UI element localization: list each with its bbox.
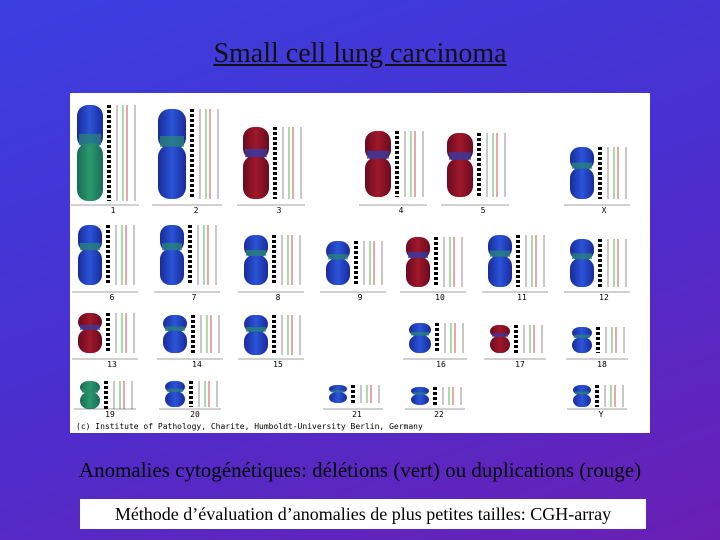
- chromosome-label: 21: [352, 410, 362, 419]
- chromosome-arm: [244, 255, 268, 285]
- chromosome-label: 8: [276, 293, 281, 302]
- chromosome-band: [80, 243, 100, 251]
- chromosome-arm: [447, 158, 473, 197]
- chromosome-arm: [80, 392, 100, 409]
- caption: Anomalies cytogénétiques: délétions (ver…: [78, 458, 642, 482]
- chromosome-band: [245, 148, 267, 158]
- chromosome-arm: [243, 155, 269, 199]
- chromosome-label: 15: [273, 360, 283, 369]
- chromosome-label: 6: [110, 293, 115, 302]
- chromosome-band: [246, 327, 266, 332]
- chromosome-arm: [78, 249, 102, 285]
- chromosome-arm: [490, 336, 510, 353]
- chromosome-arm: [488, 255, 512, 287]
- chromosome-label: 4: [399, 206, 404, 215]
- chromosome-band: [411, 332, 429, 336]
- chromosome-label: 18: [597, 360, 607, 369]
- chromosome-arm: [165, 391, 185, 407]
- chromosome-arm: [77, 143, 103, 201]
- slide-title: Small cell lung carcinoma: [213, 38, 507, 69]
- chromosome-band: [162, 243, 182, 251]
- image-background: [70, 93, 650, 433]
- chromosome-label: 3: [277, 206, 282, 215]
- chromosome-arm: [78, 329, 102, 353]
- chromosome-arm: [244, 331, 268, 355]
- chromosome-band: [82, 389, 98, 393]
- chromosome-label: 13: [107, 360, 117, 369]
- karyotype-image: (c) Institute of Pathology, Charite, Hum…: [70, 93, 650, 433]
- chromosome-band: [167, 388, 183, 392]
- chromosome-arm: [163, 330, 187, 353]
- chromosome-band: [572, 253, 592, 260]
- chromosome-label: 11: [517, 293, 527, 302]
- chromosome-label: 7: [192, 293, 197, 302]
- chromosome-arm: [572, 337, 592, 353]
- chromosome-label: 20: [190, 410, 200, 419]
- chromosome-arm: [158, 145, 186, 199]
- chromosome-arm: [326, 258, 350, 285]
- chromosome-arm: [406, 257, 430, 287]
- chromosome-arm: [573, 393, 591, 407]
- chromosome-band: [575, 391, 589, 395]
- chromosome-label: 14: [192, 360, 202, 369]
- chromosome-band: [490, 250, 510, 257]
- method-note: Méthode d’évaluation d’anomalies de plus…: [80, 499, 646, 529]
- chromosome-arm: [365, 157, 391, 197]
- chromosome-band: [408, 252, 428, 258]
- chromosome-label: 1: [111, 206, 116, 215]
- chromosome-label: 10: [435, 293, 445, 302]
- chromosome-arm: [160, 249, 184, 285]
- chromosome-band: [328, 254, 348, 260]
- chromosome-band: [160, 136, 184, 147]
- chromosome-label: Y: [599, 410, 604, 419]
- chromosome-band: [165, 326, 185, 331]
- chromosome-band: [492, 333, 508, 337]
- chromosome-arm: [411, 394, 429, 405]
- chromosome-band: [367, 150, 389, 159]
- chromosome-label: 9: [358, 293, 363, 302]
- chromosome-label: 19: [105, 410, 115, 419]
- chromosome-label: 17: [515, 360, 525, 369]
- image-credit: (c) Institute of Pathology, Charite, Hum…: [76, 422, 423, 431]
- chromosome-arm: [570, 258, 594, 287]
- chromosome-band: [449, 152, 471, 160]
- chromosome-band: [80, 325, 100, 330]
- chromosome-band: [79, 133, 101, 146]
- chromosome-label: 16: [436, 360, 446, 369]
- chromosome-band: [413, 392, 427, 395]
- chromosome-label: 5: [481, 206, 486, 215]
- chromosome-arm: [329, 392, 347, 403]
- chromosome-band: [246, 250, 266, 256]
- chromosome-band: [572, 162, 592, 169]
- chromosome-label: 22: [434, 410, 444, 419]
- chromosome-label: X: [602, 206, 607, 215]
- chromosome-arm: [570, 167, 594, 199]
- chromosome-arm: [409, 335, 431, 353]
- chromosome-band: [331, 390, 345, 393]
- chromosome-band: [574, 334, 590, 338]
- chromosome-label: 12: [599, 293, 609, 302]
- chromosome-label: 2: [194, 206, 199, 215]
